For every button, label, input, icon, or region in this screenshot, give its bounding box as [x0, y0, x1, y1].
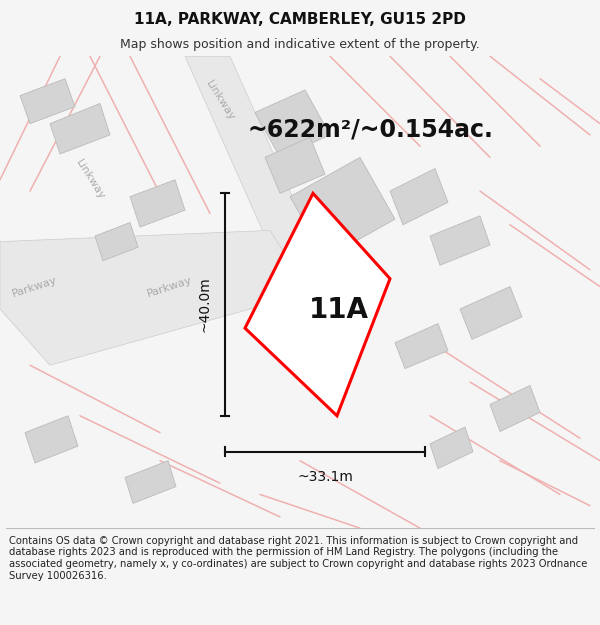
Text: ~33.1m: ~33.1m — [297, 470, 353, 484]
Text: Parkway: Parkway — [11, 274, 59, 299]
Text: 11A, PARKWAY, CAMBERLEY, GU15 2PD: 11A, PARKWAY, CAMBERLEY, GU15 2PD — [134, 12, 466, 28]
Polygon shape — [395, 324, 448, 369]
Polygon shape — [0, 231, 310, 365]
Polygon shape — [390, 169, 448, 225]
Text: ~40.0m: ~40.0m — [197, 277, 211, 332]
Polygon shape — [290, 158, 395, 259]
Polygon shape — [95, 222, 138, 261]
Polygon shape — [460, 287, 522, 339]
Polygon shape — [50, 103, 110, 154]
Polygon shape — [245, 193, 390, 416]
Text: Parkway: Parkway — [146, 274, 194, 299]
Polygon shape — [430, 427, 473, 469]
Polygon shape — [25, 416, 78, 463]
Text: ~622m²/~0.154ac.: ~622m²/~0.154ac. — [247, 118, 493, 141]
Polygon shape — [130, 180, 185, 227]
Polygon shape — [125, 461, 176, 503]
Text: Linkway: Linkway — [74, 158, 106, 202]
Polygon shape — [430, 216, 490, 265]
Text: Map shows position and indicative extent of the property.: Map shows position and indicative extent… — [120, 38, 480, 51]
Polygon shape — [20, 79, 75, 124]
Text: 11A: 11A — [309, 296, 369, 324]
Polygon shape — [265, 137, 325, 193]
Polygon shape — [185, 56, 340, 303]
Text: Linkway: Linkway — [203, 79, 236, 123]
Polygon shape — [490, 386, 540, 431]
Polygon shape — [255, 90, 330, 158]
Text: Contains OS data © Crown copyright and database right 2021. This information is : Contains OS data © Crown copyright and d… — [9, 536, 587, 581]
